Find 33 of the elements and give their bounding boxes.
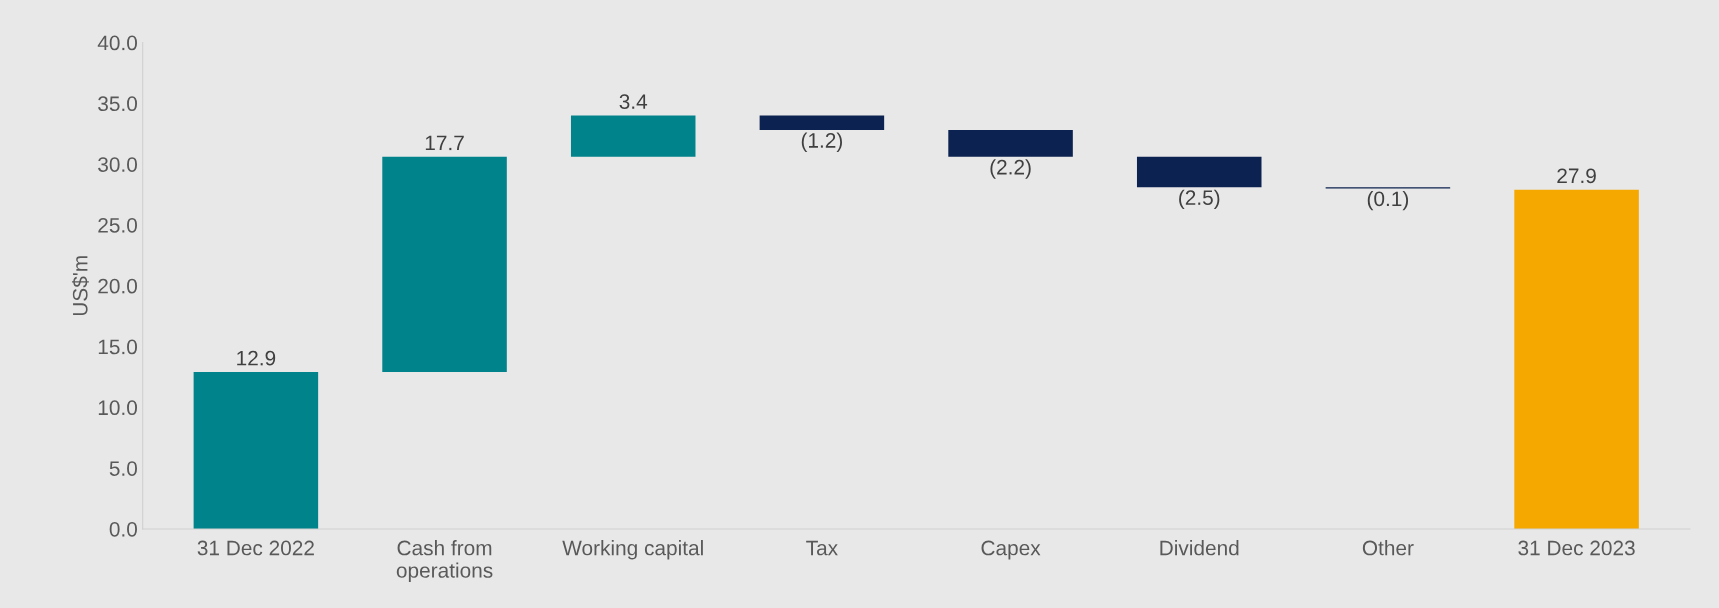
- bar: [948, 130, 1073, 157]
- bar: [193, 372, 319, 529]
- y-tick-label: 40.0: [97, 35, 137, 51]
- data-label: 17.7: [425, 135, 464, 151]
- y-axis-title: US$'m: [71, 256, 89, 316]
- bar: [1136, 156, 1262, 188]
- bar: [1514, 189, 1639, 529]
- y-tick-label: 20.0: [98, 278, 137, 294]
- y-tick-label: 10.0: [98, 400, 137, 416]
- x-tick-label: Tax: [806, 540, 838, 556]
- bar: [382, 156, 507, 373]
- y-tick-label: 0.0: [109, 521, 137, 537]
- data-label: (2.5): [1179, 189, 1220, 210]
- y-tick-label: 35.0: [98, 96, 137, 112]
- x-tick-label: Working capital: [562, 540, 703, 560]
- data-label: 12.9: [237, 350, 276, 366]
- x-tick-label: 31 Dec 2023: [1518, 540, 1635, 556]
- y-tick-label: 30.0: [98, 157, 137, 172]
- bar: [570, 115, 696, 157]
- data-label: (2.2): [990, 159, 1031, 179]
- x-tick-label: Other: [1362, 540, 1414, 556]
- bar: [759, 115, 885, 131]
- y-tick-label: 15.0: [98, 339, 137, 355]
- x-tick-label: Dividend: [1160, 540, 1239, 556]
- x-tick-label: Cash from operations: [396, 540, 493, 582]
- data-label: (1.2): [801, 132, 843, 152]
- data-label: (0.1): [1367, 190, 1409, 211]
- data-label: 3.4: [619, 94, 648, 109]
- data-label: 27.9: [1557, 168, 1596, 184]
- x-tick-label: 31 Dec 2022: [197, 540, 314, 556]
- x-tick-label: Capex: [981, 540, 1041, 560]
- y-tick-label: 25.0: [98, 217, 137, 233]
- y-tick-label: 5.0: [109, 461, 137, 476]
